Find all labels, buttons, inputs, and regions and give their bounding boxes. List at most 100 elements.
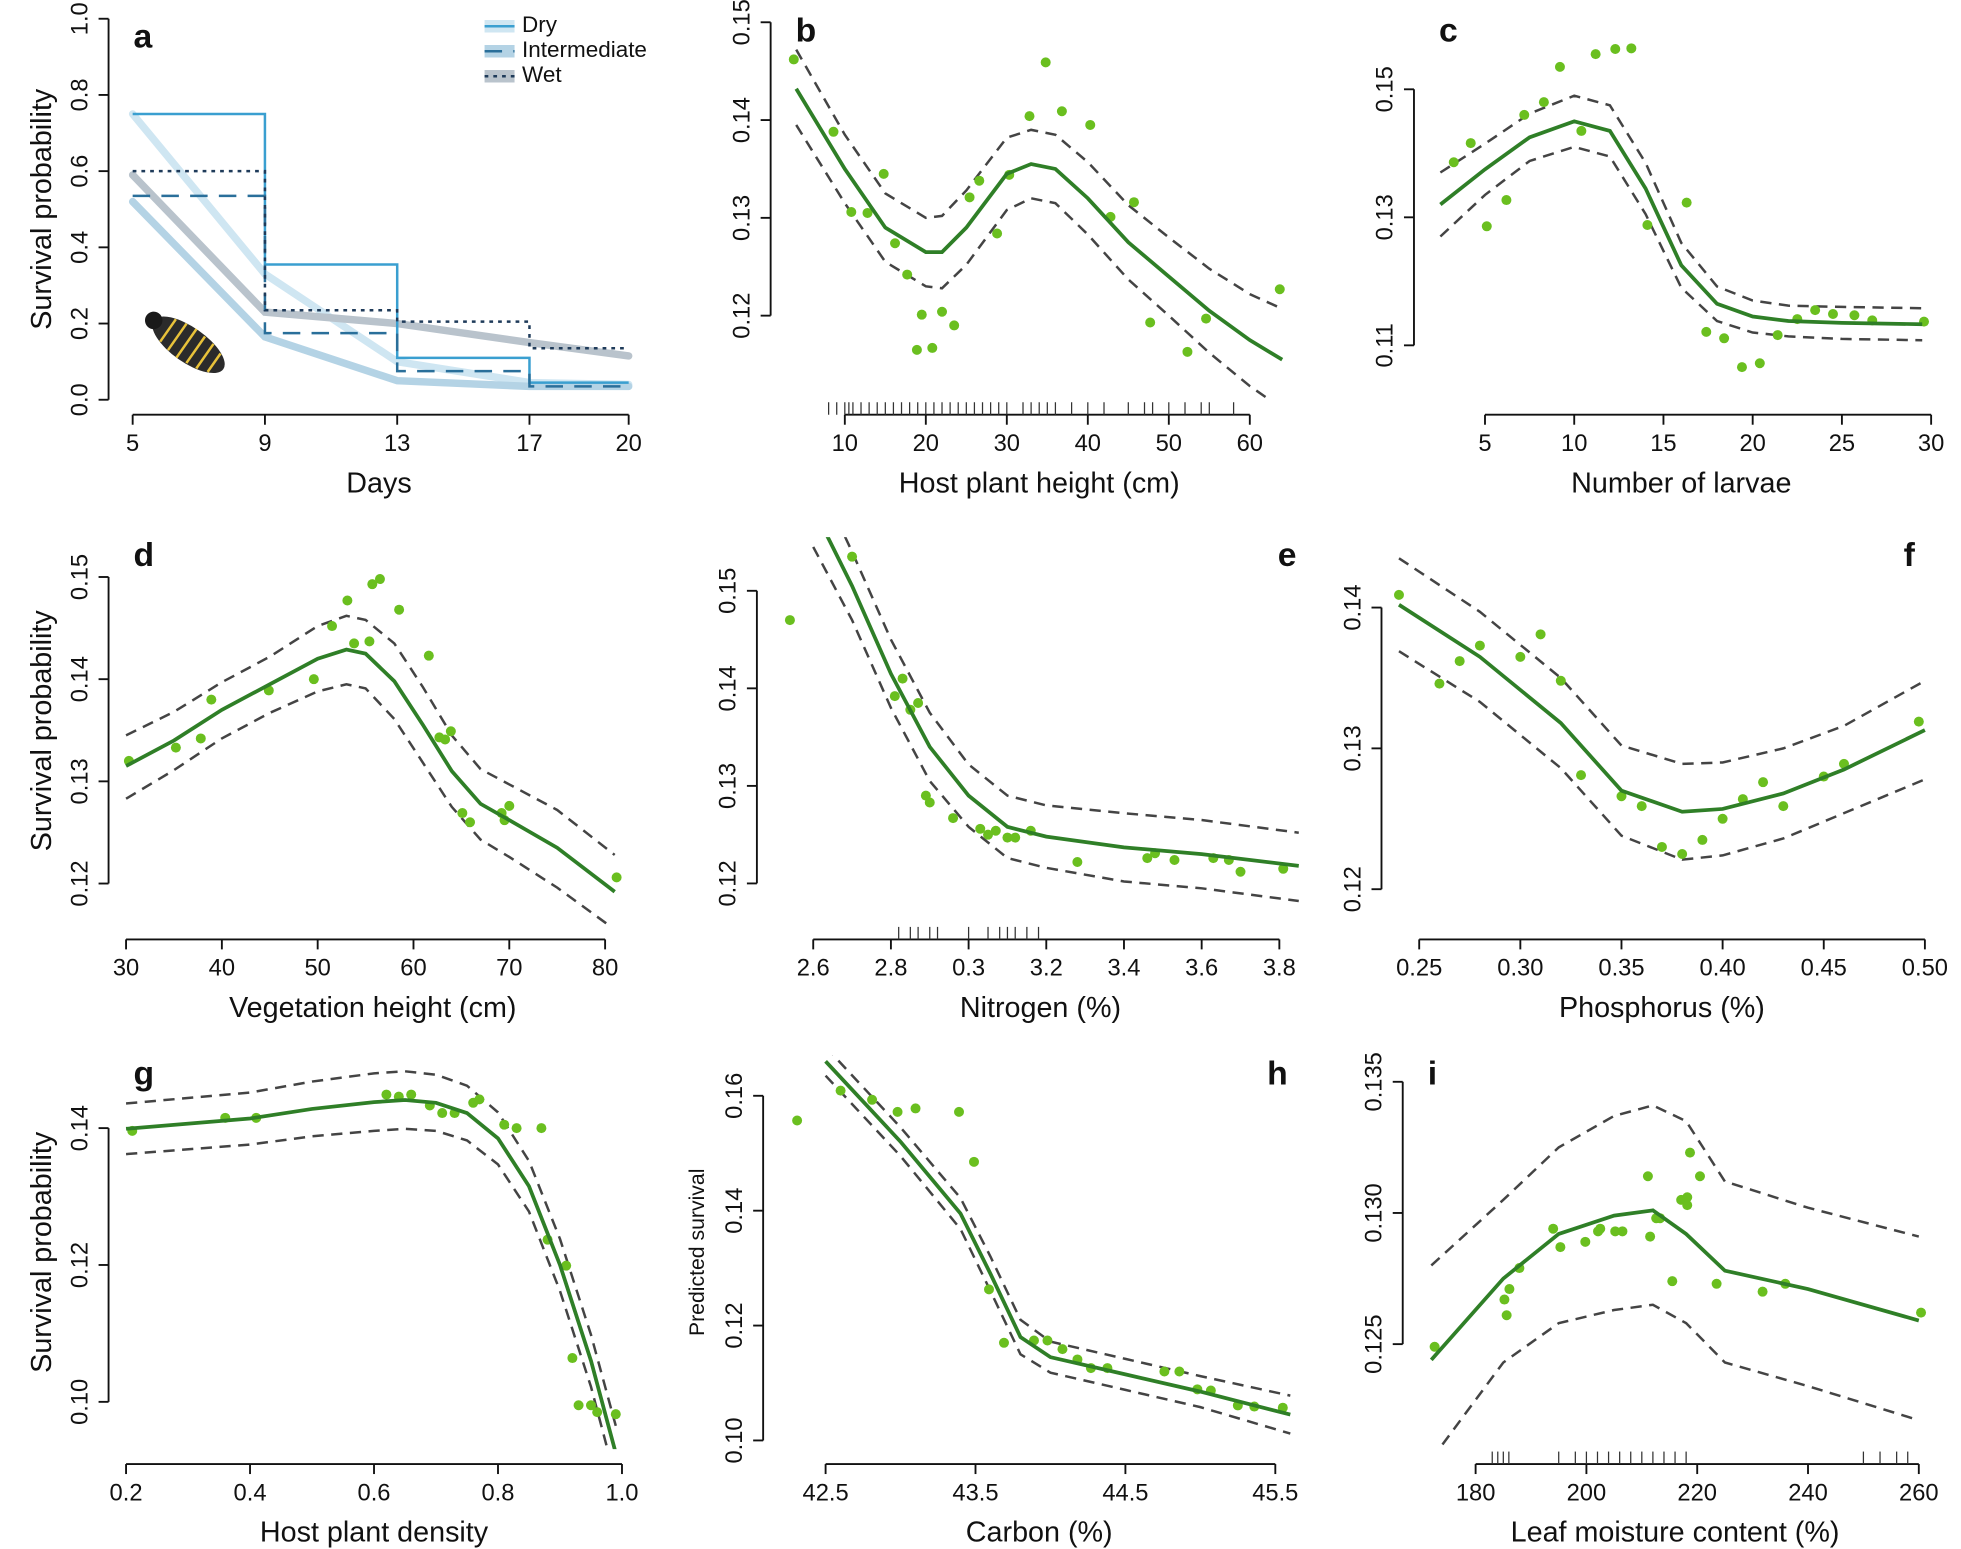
data-point (1555, 675, 1566, 686)
data-point (784, 615, 795, 626)
panel-letter: b (796, 11, 817, 49)
data-point (990, 825, 1001, 836)
data-point (1849, 310, 1860, 321)
data-point (592, 1407, 603, 1418)
x-axis-label: Carbon (%) (966, 1517, 1113, 1549)
x-tick-label: 60 (400, 956, 426, 982)
x-tick-label: 43.5 (952, 1480, 998, 1506)
data-point (364, 636, 375, 647)
data-point (1024, 111, 1035, 122)
data-point (1610, 43, 1621, 54)
data-point (1474, 640, 1485, 651)
larva-stripes (159, 318, 222, 373)
x-tick-label: 1.0 (605, 1480, 638, 1506)
y-tick-label: 0.130 (1362, 1183, 1388, 1242)
fit-line (1397, 603, 1926, 814)
y-tick-label: 0.14 (1340, 584, 1366, 630)
confidence-band (125, 614, 616, 856)
data-point (969, 1156, 980, 1167)
data-point (1434, 678, 1445, 689)
data-point (1504, 1284, 1515, 1295)
data-point (1717, 813, 1728, 824)
fit-line (1429, 1208, 1920, 1362)
data-point (457, 808, 468, 819)
y-tick-label: 0.15 (1373, 66, 1399, 112)
panel-letter: e (1278, 536, 1297, 574)
data-point (892, 1106, 903, 1117)
data-point (1515, 651, 1526, 662)
x-axis-label: Nitrogen (%) (960, 992, 1121, 1024)
data-point (1754, 358, 1765, 369)
x-tick-label: 3.8 (1263, 956, 1296, 982)
x-tick-label: 0.40 (1700, 956, 1746, 982)
data-point (1645, 1231, 1656, 1242)
x-tick-label: 5 (126, 431, 139, 457)
y-tick-label: 0.2 (67, 307, 93, 340)
larva-icon (144, 311, 225, 374)
data-point (423, 650, 434, 661)
x-tick-label: 0.35 (1598, 956, 1644, 982)
data-point (1056, 106, 1067, 117)
x-tick-label: 240 (1788, 1480, 1828, 1506)
data-point (1429, 1341, 1440, 1352)
panel: 5 9 13 17 20 0.0 0.2 0.4 0.6 0.8 1.0 Days Survival p… (26, 2, 647, 499)
data-point (1072, 856, 1083, 867)
data-point (1235, 866, 1246, 877)
data-point (1736, 362, 1747, 373)
x-axis-label: Host plant density (260, 1517, 489, 1549)
data-point (1501, 195, 1512, 206)
data-point (1626, 43, 1637, 54)
data-point (1711, 1278, 1722, 1289)
data-point (1642, 220, 1653, 230)
confidence-band (1437, 1303, 1920, 1450)
y-tick-label: 0.16 (722, 1073, 748, 1119)
y-tick-label: 1.0 (67, 2, 93, 35)
data-point (902, 269, 913, 280)
y-tick-label: 0.6 (67, 155, 93, 188)
data-point (1610, 1226, 1621, 1237)
x-tick-label: 0.45 (1801, 956, 1847, 982)
data-point (1145, 317, 1156, 328)
y-tick-label: 0.13 (729, 195, 755, 241)
x-tick-label: 13 (384, 431, 410, 457)
panel: 10 20 30 40 50 60 0.12 0.13 0.14 0.15 Host plant h… (729, 0, 1285, 499)
data-point (983, 1284, 994, 1295)
data-point (862, 207, 873, 218)
x-tick-label: 2.8 (874, 956, 907, 982)
x-tick-label: 30 (1918, 431, 1944, 457)
survival-step (132, 169, 629, 350)
data-point (437, 1108, 448, 1119)
y-axis-label: Survival probability (26, 1131, 58, 1373)
data-point (567, 1353, 578, 1364)
data-point (1667, 1276, 1678, 1287)
data-point (308, 674, 319, 685)
data-point (610, 1409, 621, 1420)
data-point (1538, 97, 1549, 108)
x-tick-label: 10 (1561, 431, 1587, 457)
data-point (927, 342, 938, 353)
plot-area (1439, 43, 1929, 373)
panel-letter: g (134, 1054, 155, 1092)
data-point (1002, 832, 1013, 843)
x-tick-label: 70 (496, 956, 522, 982)
panel: 0.25 0.30 0.35 0.40 0.45 0.50 0.12 0.13 0.14 Phos… (1340, 536, 1948, 1024)
panel: 30 40 50 60 70 80 0.12 0.13 0.14 0.15 Vegetation h… (26, 536, 622, 1024)
panel-letter: d (134, 536, 155, 574)
fit-line (825, 537, 1299, 868)
confidence-band (1398, 557, 1926, 766)
data-point (1617, 1226, 1628, 1237)
data-point (1576, 125, 1587, 136)
x-tick-label: 40 (1075, 431, 1101, 457)
confidence-band (795, 49, 1283, 310)
x-tick-label: 40 (209, 956, 235, 982)
larva-body (152, 316, 225, 374)
data-point (1393, 589, 1404, 600)
data-point (828, 126, 839, 137)
y-tick-label: 0.14 (67, 1105, 93, 1151)
y-tick-label: 0.13 (67, 758, 93, 804)
plot-area (123, 574, 622, 925)
panel-letter: i (1428, 1054, 1437, 1092)
x-tick-label: 20 (913, 431, 939, 457)
y-tick-label: 0.0 (67, 383, 93, 416)
y-tick-label: 0.15 (67, 554, 93, 600)
